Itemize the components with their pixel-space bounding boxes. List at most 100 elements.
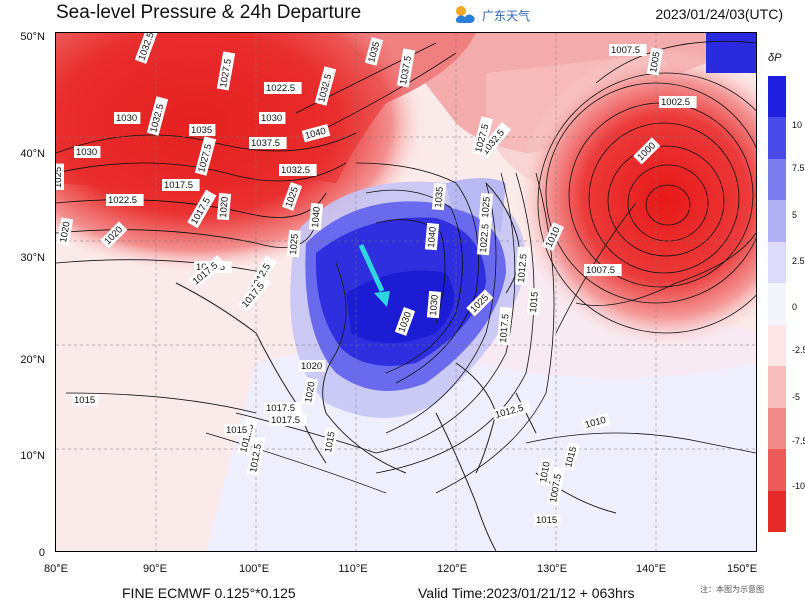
svg-text:1037.5: 1037.5 [398,55,414,86]
lat-label-50: 50°N [20,31,45,43]
lat-label-30: 30°N [20,252,45,264]
colorbar-segment [768,241,786,284]
svg-text:1020: 1020 [218,196,231,218]
svg-text:1012.5: 1012.5 [516,253,529,283]
isobar-label: 1015 [526,287,542,316]
colorbar-segment [768,76,786,118]
svg-text:1022.5: 1022.5 [108,195,137,206]
colorbar-segment [768,490,786,533]
colorbar-segment [768,117,786,160]
svg-text:1040: 1040 [304,126,327,142]
svg-text:1040: 1040 [310,206,323,228]
isobar-label: 1022.5 [264,82,302,94]
svg-text:1025: 1025 [480,196,493,218]
isobar-label: 1025 [56,163,64,190]
lon-label-120: 120°E [436,563,468,575]
isobar-label: 1027.5 [216,51,236,91]
isobar-label: 1020 [299,360,326,372]
isobar-label: 1037.5 [249,137,287,149]
lon-label-130: 130°E [536,563,568,575]
svg-text:1015: 1015 [323,431,338,454]
isobar-label: 1015 [534,514,561,526]
model-info: FINE ECMWF 0.125°*0.125 [122,585,296,601]
isobar-label: 1002.5 [659,96,697,108]
colorbar-label: 0 [792,302,798,312]
lat-label-20: 20°N [20,354,45,366]
isobar-label: 1012.5 [246,436,266,476]
lavender-region [206,348,756,551]
isobar-label: 1020 [56,217,74,246]
isobar-label: 1020 [301,377,319,406]
colorbar-segment [768,283,786,326]
svg-text:1040: 1040 [426,226,439,248]
svg-text:1020: 1020 [301,361,322,372]
lon-label-110: 110°E [338,563,368,575]
svg-text:1002.5: 1002.5 [661,97,690,108]
svg-text:1015: 1015 [536,515,557,526]
isobar-label: 1035 [431,182,447,211]
lon-label-150: 150°E [726,563,758,575]
svg-text:1017.5: 1017.5 [164,180,193,191]
colorbar-segment [768,158,786,201]
isobar-label: 1010 [536,457,554,486]
svg-text:1035: 1035 [433,186,446,208]
svg-text:1012.5: 1012.5 [248,443,264,474]
lon-label-140: 140°E [635,563,667,575]
svg-text:1027.5: 1027.5 [218,58,234,89]
svg-text:1037.5: 1037.5 [251,138,280,149]
isobar-label: 1022.5 [106,194,144,206]
isobar-label: 1017.5 [264,402,302,414]
isobar-label: 1040 [301,123,331,143]
svg-text:1005: 1005 [648,51,663,74]
isobar-label: 1030 [426,290,442,319]
svg-text:1017.5: 1017.5 [498,313,511,343]
svg-text:1007.5: 1007.5 [586,265,615,276]
svg-text:1015: 1015 [528,291,541,313]
isobar-label: 1030 [74,146,101,158]
lon-label-80: 80°E [44,563,68,575]
svg-text:1030: 1030 [428,294,441,316]
svg-text:1010: 1010 [538,461,553,484]
isobar-label: 1015 [321,427,339,456]
isobar-label: 1017.5 [162,179,200,191]
svg-text:1035: 1035 [366,41,382,64]
svg-text:1015: 1015 [563,446,579,469]
isobar-label: 1015 [72,394,99,406]
svg-text:1020: 1020 [58,221,73,244]
isobar-label: 1032.5 [279,164,317,176]
pressure-map[interactable]: 1032.5 1027.5 1022.5 1032.5 1035 1037.5 1030 10… [55,32,757,552]
isobar-label: 1025 [478,192,494,221]
colorbar-label: 7.5 [792,163,805,173]
isobar-label: 1012.5 [514,246,531,286]
isobar-label: 1022.5 [476,216,493,256]
isobar-label: 1030 [114,112,141,124]
brand-logo: 广东天气 [452,2,530,28]
isobar-label: 1017.5 [269,414,307,426]
colorbar-segment [768,407,786,450]
colorbar-label: 10 [792,120,803,130]
weather-logo-icon [455,6,475,23]
svg-text:1015: 1015 [226,425,247,436]
svg-text:1022.5: 1022.5 [478,223,491,253]
svg-text:1025: 1025 [56,167,64,188]
isobar-label: 1010 [581,412,611,432]
isobar-label: 1017.5 [496,306,513,346]
disclaimer-note: 注：本图为示意图 [700,585,764,594]
colorbar-segment [768,200,786,243]
svg-text:1030: 1030 [76,147,97,158]
colorbar-label: 5 [792,210,798,220]
svg-text:1007.5: 1007.5 [548,473,564,504]
isobar-label: 1035 [364,37,384,66]
isobar-label: 1020 [216,192,232,221]
lat-label-0: 0 [38,547,45,559]
colorbar-label: 2.5 [792,256,805,266]
isobar-label: 1007.5 [546,466,566,506]
svg-text:1007.5: 1007.5 [611,45,640,56]
isobar-label: 1005 [646,47,664,76]
blue-corner [706,33,756,73]
svg-text:1022.5: 1022.5 [266,83,295,94]
isobar-label: 1025 [286,229,302,258]
isobar-label: 1015 [561,442,581,471]
